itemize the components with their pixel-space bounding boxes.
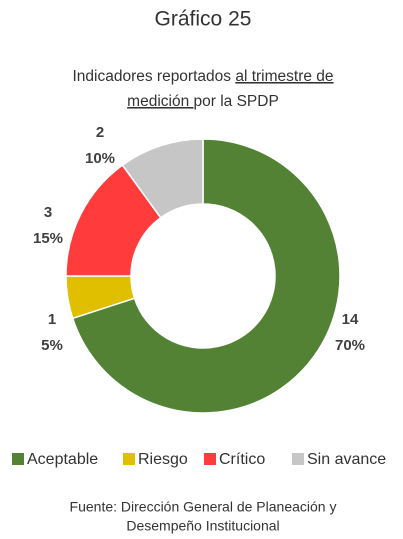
subtitle-part: al trimestre de [235, 68, 333, 85]
source-note: Desempeño Institucional [126, 518, 279, 534]
count-label: 14 [342, 311, 359, 328]
percent-label: 15% [33, 230, 63, 247]
percent-label: 10% [85, 150, 115, 167]
legend-swatch [292, 453, 304, 465]
chart-title: Gráfico 25 [155, 8, 252, 31]
count-label: 1 [48, 311, 56, 328]
subtitle-part: medición [127, 93, 193, 110]
count-label: 3 [44, 204, 52, 221]
legend-swatch [123, 453, 135, 465]
legend-label: Riesgo [138, 451, 188, 468]
legend-label: Aceptable [27, 451, 98, 468]
count-label: 2 [96, 124, 104, 141]
legend-label: Sin avance [307, 451, 386, 468]
legend-label: Crítico [219, 451, 265, 468]
subtitle-part: Indicadores reportados [72, 68, 235, 85]
percent-label: 5% [41, 337, 63, 354]
donut-slice [71, 138, 341, 414]
legend-swatch [12, 453, 24, 465]
subtitle-part: por la SPDP [194, 93, 279, 110]
percent-label: 70% [335, 337, 365, 354]
chart-subtitle: Indicadores reportados al trimestre de [72, 68, 333, 85]
donut-slice [121, 138, 204, 219]
chart-subtitle: medición por la SPDP [127, 93, 279, 110]
legend-swatch [204, 453, 216, 465]
source-note: Fuente: Dirección General de Planeación … [70, 499, 337, 515]
